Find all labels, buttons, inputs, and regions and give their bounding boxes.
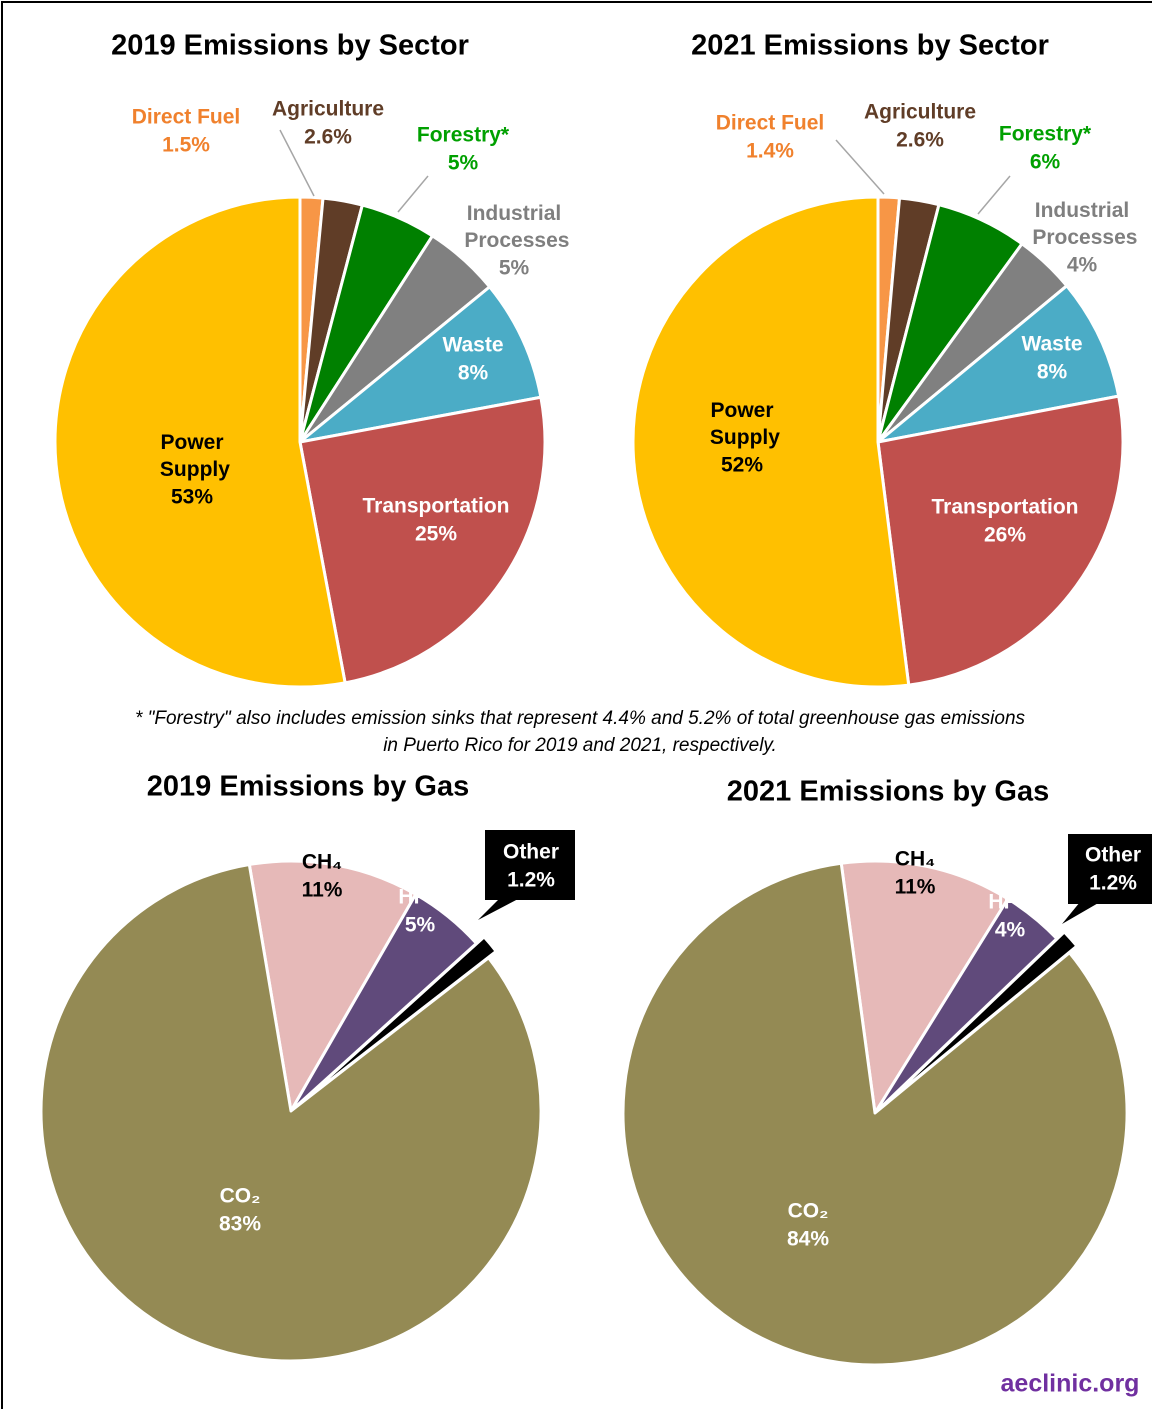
- pie-slice: [839, 859, 1010, 1115]
- footnote: in Puerto Rico for 2019 and 2021, respec…: [383, 735, 777, 756]
- slice-label: Power Supply: [154, 431, 230, 481]
- marks: [39, 195, 1129, 1367]
- value-label: 5%: [405, 914, 436, 937]
- value-label: 6%: [1030, 151, 1061, 174]
- slice-label: CH₄: [302, 851, 342, 874]
- slice-label: Transportation: [362, 495, 509, 518]
- slice-label: Forestry*: [417, 124, 510, 147]
- value-label: 5%: [499, 257, 530, 280]
- chart-title: 2019 Emissions by Sector: [111, 30, 469, 62]
- value-label: 25%: [415, 523, 457, 546]
- value-label: 4%: [995, 919, 1026, 942]
- leader-line: [397, 175, 429, 213]
- slice-label: Direct Fuel: [716, 112, 825, 135]
- pie-slice: [297, 935, 498, 1107]
- slice-label: Forestry*: [999, 123, 1092, 146]
- pie-slice: [247, 859, 418, 1113]
- value-label: 8%: [458, 362, 489, 385]
- footnote: * "Forestry" also includes emission sink…: [135, 708, 1026, 729]
- value-label: 1.5%: [162, 134, 210, 157]
- slice-label: Industrial Processes: [1027, 199, 1138, 249]
- pie-slice: [876, 284, 1121, 444]
- pie-slice: [39, 863, 543, 1363]
- value-label: 52%: [721, 454, 763, 477]
- value-label: 53%: [171, 486, 213, 509]
- value-label: 11%: [895, 876, 936, 899]
- slice-label: Waste: [1021, 333, 1082, 356]
- slice-label: CO₂: [220, 1185, 261, 1208]
- pie-slice: [876, 394, 1125, 687]
- value-label: 11%: [302, 879, 343, 902]
- slice-label: CO₂: [788, 1200, 829, 1223]
- source: aeclinic.org: [1001, 1370, 1140, 1398]
- value-label: 83%: [219, 1213, 261, 1236]
- value-label: 1.2%: [507, 869, 555, 892]
- labels: 2019 Emissions by Sector Direct Fuel 1.5% A…: [111, 30, 1141, 1251]
- leader-line: [279, 129, 315, 197]
- value-label: 4%: [1067, 254, 1098, 277]
- slice-label: HFC: [988, 891, 1031, 914]
- pie-slice: [621, 861, 1129, 1367]
- leader-line: [977, 175, 1011, 215]
- pie-slice: [631, 195, 911, 689]
- slice-label: Transportation: [931, 496, 1078, 519]
- value-label: 26%: [984, 524, 1026, 547]
- slice-label: Agriculture: [272, 98, 384, 121]
- value-label: 5%: [448, 152, 479, 175]
- slice-label: Agriculture: [864, 101, 976, 124]
- slice-label: HFC: [398, 886, 441, 909]
- leader-line: [835, 139, 885, 195]
- value-label: 1.4%: [746, 140, 794, 163]
- pie-slice: [298, 395, 547, 685]
- slice-label: Waste: [442, 334, 503, 357]
- chart-title: 2021 Emissions by Sector: [691, 30, 1049, 62]
- value-label: 8%: [1037, 361, 1068, 384]
- slice-label: Other: [1085, 844, 1141, 867]
- slice-label: Other: [503, 841, 559, 864]
- value-label: 2.6%: [304, 126, 352, 149]
- callout: [478, 830, 1152, 924]
- slice-label: Power Supply: [704, 399, 780, 449]
- chart-title: 2021 Emissions by Gas: [727, 776, 1049, 808]
- pie-slice: [298, 285, 543, 444]
- chart-title: 2019 Emissions by Gas: [147, 771, 469, 803]
- value-label: 2.6%: [896, 129, 944, 152]
- slice-label: Industrial Processes: [459, 202, 570, 252]
- value-label: 84%: [787, 1228, 829, 1251]
- pie-slice: [53, 195, 347, 689]
- pie-slice: [880, 930, 1079, 1108]
- slice-label: Direct Fuel: [132, 106, 241, 129]
- slice-label: CH₄: [895, 848, 935, 871]
- value-label: 1.2%: [1089, 872, 1137, 895]
